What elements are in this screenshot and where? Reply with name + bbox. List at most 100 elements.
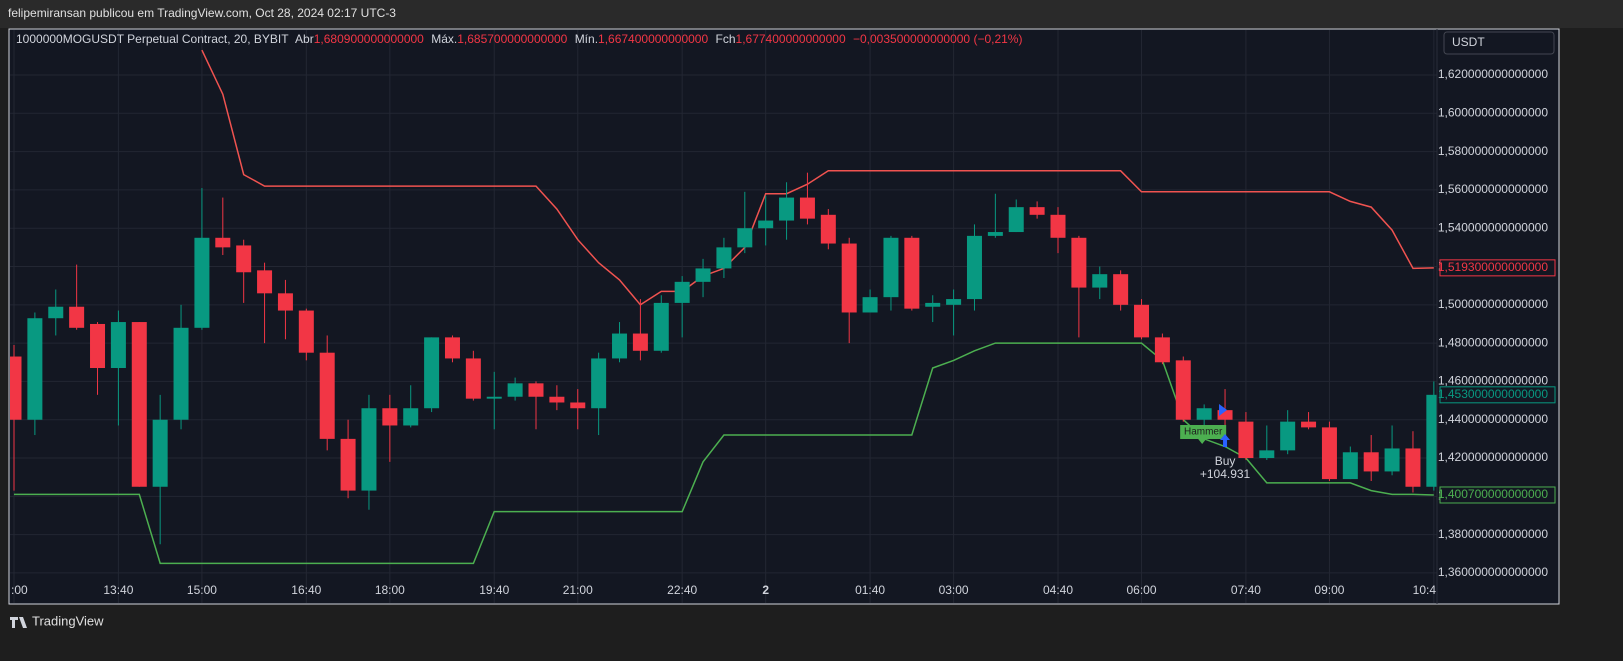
x-tick-label: 10:4 (1413, 583, 1437, 597)
candle-body (152, 419, 168, 487)
low-label: Mín. (575, 32, 598, 46)
buy-label: Buy (1215, 454, 1236, 468)
candle-body (1071, 237, 1087, 288)
candle-body (758, 220, 774, 229)
candle-body (444, 337, 460, 359)
candle-body (507, 383, 523, 397)
y-tick-label: 1,560000000000000 (1438, 182, 1548, 196)
candle-body (298, 310, 314, 353)
y-tick-label: 1,600000000000000 (1438, 105, 1548, 119)
candle-body (27, 318, 43, 420)
candle-body (779, 197, 795, 221)
high-label: Máx. (431, 32, 457, 46)
candle-body (277, 293, 293, 311)
y-tick-label: 1,540000000000000 (1438, 220, 1548, 234)
candle-body (987, 232, 1003, 236)
x-tick-label: 06:00 (1127, 583, 1157, 597)
candle-body (48, 306, 64, 319)
x-tick-label: 13:40 (103, 583, 133, 597)
low: 1,667400000000000 (598, 32, 708, 46)
candle-body (1405, 448, 1421, 487)
x-tick-label: 19:40 (479, 583, 509, 597)
candle-body (966, 235, 982, 300)
candle-body (1363, 452, 1379, 472)
candle-body (1196, 408, 1212, 420)
candle-body (1175, 360, 1191, 420)
legend-text: 1000000MOGUSDT Perpetual Contract, 20, B… (16, 32, 1022, 46)
candle-body (695, 268, 711, 282)
candle-body (632, 333, 648, 351)
candle-body (69, 306, 85, 328)
candle-body (570, 402, 586, 409)
currency: USDT (1452, 35, 1485, 49)
x-tick-label: 22:40 (667, 583, 697, 597)
candle-body (465, 358, 481, 399)
candle-body (382, 408, 398, 426)
candle-body (257, 270, 273, 294)
candle-body (799, 197, 815, 219)
price-label-box (1439, 486, 1556, 504)
hammer-tag (1180, 425, 1227, 444)
candle-body (1134, 304, 1150, 338)
x-tick-label: 03:00 (939, 583, 969, 597)
x-tick-label: 09:00 (1314, 583, 1344, 597)
candle-body (215, 237, 231, 248)
y-tick-label: 1,460000000000000 (1438, 374, 1548, 388)
candle-body (361, 408, 377, 491)
candle-body (1301, 421, 1317, 428)
byline: felipemiransan publicou em TradingView.c… (8, 6, 396, 20)
candle-body (1092, 274, 1108, 288)
candle-body (549, 396, 565, 403)
candle-body (319, 352, 335, 439)
candle-body (1008, 207, 1024, 233)
footer (0, 605, 1623, 661)
candle-body (110, 322, 126, 369)
y-tick-label: 1,420000000000000 (1438, 450, 1548, 464)
candle-body (194, 237, 210, 328)
candle-body (1321, 427, 1337, 480)
y-tick-label: 1,380000000000000 (1438, 527, 1548, 541)
candle-body (925, 302, 941, 307)
currency-box[interactable] (1443, 31, 1555, 55)
hammer-label: Hammer (1184, 427, 1223, 438)
candle-body (1426, 394, 1437, 487)
marker (1219, 404, 1228, 416)
open-label: Abr (295, 32, 314, 46)
candle-body (862, 297, 878, 313)
candle-body (131, 322, 147, 487)
candle-body (1029, 207, 1045, 215)
candle-body (904, 237, 920, 309)
y-tick-label: 1,500000000000000 (1438, 297, 1548, 311)
candle-body (674, 281, 690, 303)
logo (10, 617, 27, 628)
candle-body (90, 323, 106, 369)
channel-line (201, 49, 1434, 306)
candle-body (1238, 421, 1254, 459)
candle-body (1154, 337, 1170, 363)
candle-body (1280, 421, 1296, 451)
change: −0,003500000000000 (−0,21%) (853, 32, 1022, 46)
x-tick-label: 15:00 (187, 583, 217, 597)
candle-body (236, 245, 252, 273)
buy-value: +104.931 (1200, 467, 1251, 481)
candle-body (1217, 410, 1233, 420)
price-label: 1,519300000000000 (1438, 260, 1548, 274)
y-tick-label: 1,360000000000000 (1438, 565, 1548, 579)
candle-body (528, 383, 544, 397)
close: 1,677400000000000 (736, 32, 846, 46)
candle-body (1342, 452, 1358, 480)
price-label-box (1439, 386, 1556, 404)
candle-body (173, 327, 189, 420)
candle-body (591, 358, 607, 409)
x-tick-label: 21:00 (563, 583, 593, 597)
high: 1,685700000000000 (457, 32, 567, 46)
candle-body (486, 396, 502, 399)
brand: TradingView (32, 613, 104, 628)
candle-body (946, 299, 962, 305)
candle-body (653, 302, 669, 351)
y-tick-label: 1,480000000000000 (1438, 335, 1548, 349)
y-tick-label: 1,440000000000000 (1438, 412, 1548, 426)
chart-frame (8, 28, 1560, 605)
candle-body (10, 356, 22, 420)
price-label-box (1439, 259, 1556, 277)
